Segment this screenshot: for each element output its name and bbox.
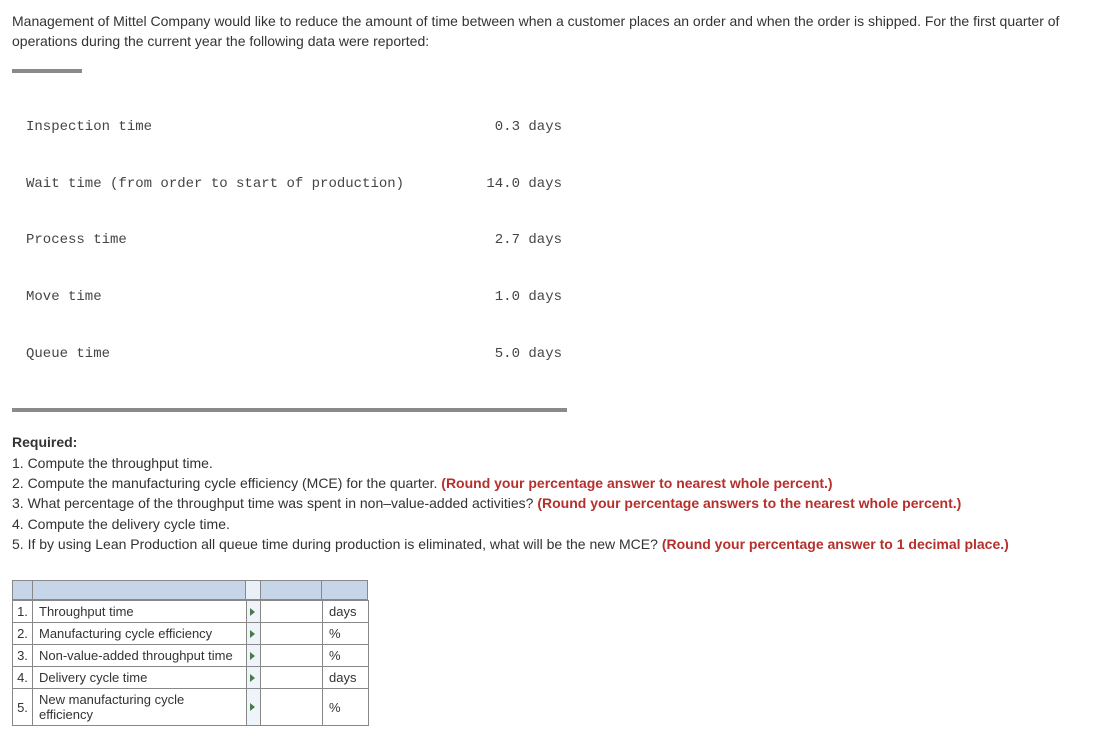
required-section: Required: 1. Compute the throughput time… — [12, 432, 1093, 554]
data-row: Wait time (from order to start of produc… — [12, 175, 602, 194]
header-cell — [32, 580, 246, 600]
answer-table-header — [12, 580, 1093, 600]
answer-row-label: Manufacturing cycle efficiency — [33, 623, 247, 645]
header-cell — [260, 580, 322, 600]
answer-input[interactable] — [261, 601, 323, 623]
answer-unit: % — [323, 689, 369, 726]
data-label: Process time — [12, 231, 442, 250]
question-3a: 3. What percentage of the throughput tim… — [12, 495, 537, 511]
intro-paragraph: Management of Mittel Company would like … — [12, 12, 1093, 51]
answer-table-section: 1. Throughput time days 2. Manufacturing… — [12, 580, 1093, 726]
answer-row-number: 2. — [13, 623, 33, 645]
data-value: 0.3 days — [442, 118, 562, 137]
answer-row-label: New manufacturing cycle efficiency — [33, 689, 247, 726]
answer-input[interactable] — [261, 667, 323, 689]
data-scroll-block: Inspection time 0.3 days Wait time (from… — [12, 67, 602, 414]
data-value: 1.0 days — [442, 288, 562, 307]
answer-unit: days — [323, 667, 369, 689]
question-5b-note: (Round your percentage answer to 1 decim… — [662, 536, 1009, 552]
question-3b-note: (Round your percentage answers to the ne… — [537, 495, 961, 511]
data-table: Inspection time 0.3 days Wait time (from… — [12, 77, 602, 404]
answer-row-label: Delivery cycle time — [33, 667, 247, 689]
answer-unit: % — [323, 645, 369, 667]
data-label: Queue time — [12, 345, 442, 364]
answer-input[interactable] — [261, 645, 323, 667]
answer-arrow-icon — [247, 623, 261, 645]
data-label: Wait time (from order to start of produc… — [12, 175, 442, 194]
answer-arrow-icon — [247, 645, 261, 667]
data-label: Move time — [12, 288, 442, 307]
header-cell — [12, 580, 32, 600]
scroll-indicator-bottom — [12, 406, 602, 414]
data-label: Inspection time — [12, 118, 442, 137]
data-value: 14.0 days — [442, 175, 562, 194]
answer-row: 2. Manufacturing cycle efficiency % — [13, 623, 369, 645]
answer-row-label: Non-value-added throughput time — [33, 645, 247, 667]
answer-row-number: 1. — [13, 601, 33, 623]
scroll-indicator-top — [12, 67, 602, 75]
data-row: Process time 2.7 days — [12, 231, 602, 250]
answer-arrow-icon — [247, 689, 261, 726]
answer-row: 5. New manufacturing cycle efficiency % — [13, 689, 369, 726]
answer-row-label: Throughput time — [33, 601, 247, 623]
answer-row-number: 3. — [13, 645, 33, 667]
required-heading: Required: — [12, 434, 77, 450]
data-row: Queue time 5.0 days — [12, 345, 602, 364]
answer-input[interactable] — [261, 689, 323, 726]
header-cell — [322, 580, 368, 600]
answer-row: 4. Delivery cycle time days — [13, 667, 369, 689]
data-value: 2.7 days — [442, 231, 562, 250]
question-2b-note: (Round your percentage answer to nearest… — [441, 475, 832, 491]
answer-arrow-icon — [247, 601, 261, 623]
answer-arrow-icon — [247, 667, 261, 689]
answer-row-number: 4. — [13, 667, 33, 689]
answer-table: 1. Throughput time days 2. Manufacturing… — [12, 600, 369, 726]
data-value: 5.0 days — [442, 345, 562, 364]
question-2a: 2. Compute the manufacturing cycle effic… — [12, 475, 441, 491]
data-row: Inspection time 0.3 days — [12, 118, 602, 137]
answer-row: 3. Non-value-added throughput time % — [13, 645, 369, 667]
data-row: Move time 1.0 days — [12, 288, 602, 307]
answer-row-number: 5. — [13, 689, 33, 726]
question-4: 4. Compute the delivery cycle time. — [12, 516, 230, 532]
answer-row: 1. Throughput time days — [13, 601, 369, 623]
question-5a: 5. If by using Lean Production all queue… — [12, 536, 662, 552]
header-cell — [246, 580, 260, 600]
answer-unit: % — [323, 623, 369, 645]
answer-unit: days — [323, 601, 369, 623]
answer-input[interactable] — [261, 623, 323, 645]
question-1: 1. Compute the throughput time. — [12, 455, 213, 471]
